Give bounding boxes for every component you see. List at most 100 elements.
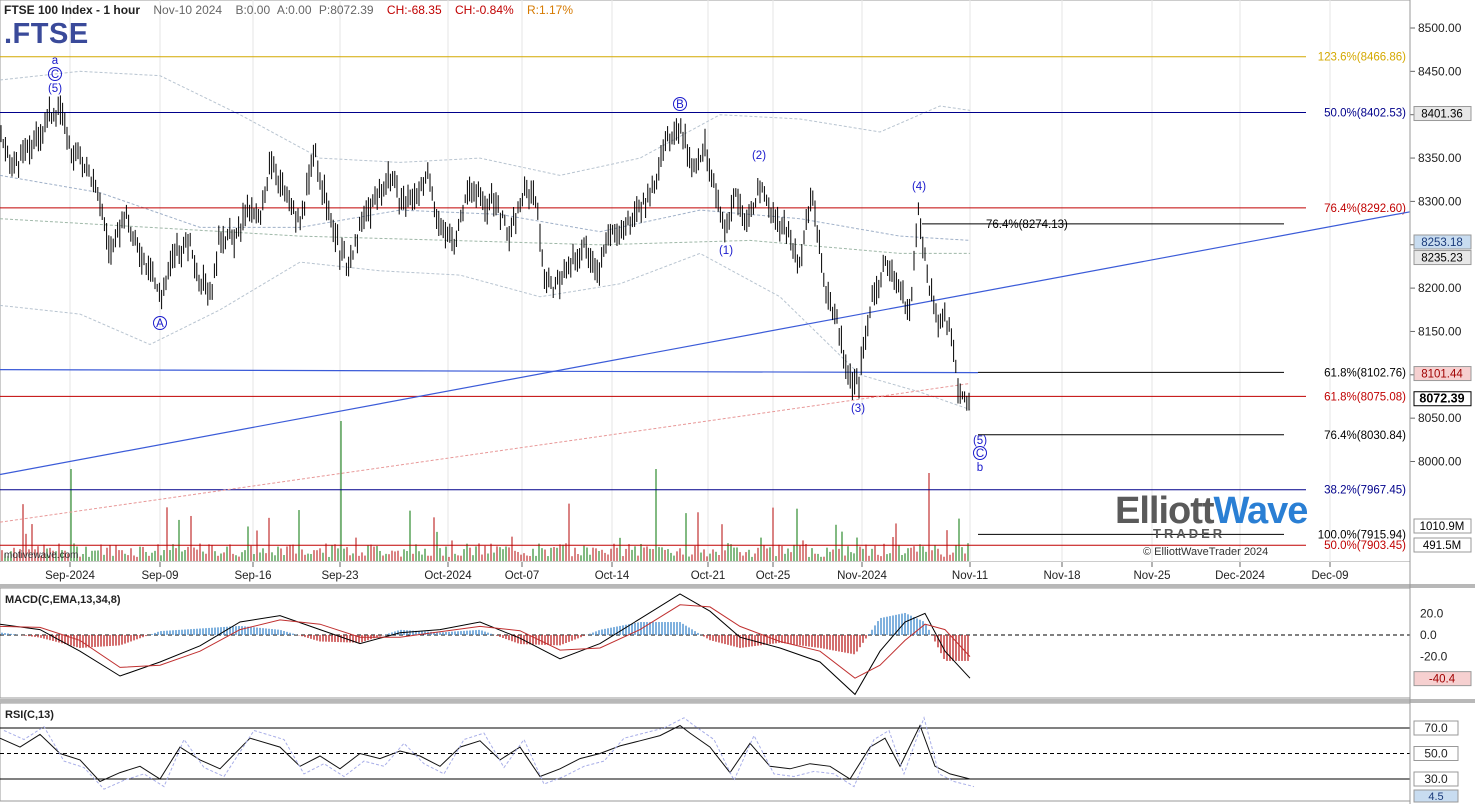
elliottwave-logo: ElliottWave TRADER © ElliottWaveTrader 2…	[1115, 486, 1309, 558]
fib-level-label: 76.4%(8030.84)	[1324, 430, 1406, 442]
panel-divider	[0, 699, 1475, 703]
x-tick-label: Nov-25	[1133, 570, 1170, 582]
watermark-text: motivewave.com	[4, 550, 79, 561]
lower-envelope-band	[0, 252, 971, 410]
panel-divider	[0, 584, 1475, 588]
macd-panel-frame	[0, 587, 1411, 699]
x-tick-label: Oct-2024	[424, 570, 472, 582]
price-tag-label: 8101.44	[1421, 369, 1463, 381]
rsi-y-tick-label: 30.0	[1424, 772, 1448, 786]
time-axis-band	[0, 562, 1475, 586]
y-tick-label: 8200.00	[1418, 281, 1462, 295]
fib-level-label: 38.2%(7967.45)	[1324, 485, 1406, 497]
logo-copyright: © ElliottWaveTrader 2024	[1143, 546, 1269, 558]
wave-label: C	[51, 69, 59, 81]
price-tag-box	[1413, 391, 1472, 407]
rsi-y-tick-label: 70.0	[1424, 721, 1448, 735]
dashed-trend-line	[0, 382, 971, 523]
logo-wordmark: ElliottWave	[1115, 490, 1309, 533]
wave-label: (1)	[719, 245, 733, 257]
volume-tag-label: 491.5M	[1423, 540, 1461, 552]
x-tick-label: Nov-2024	[837, 570, 887, 582]
wave-label: a	[52, 55, 59, 67]
header-change-pct: CH:-0.84%	[454, 3, 514, 17]
fib-level-label: 61.8%(8102.76)	[1324, 367, 1406, 379]
fib-level-label: 76.4%(8274.13)	[986, 219, 1068, 231]
x-tick-label: Nov-11	[952, 570, 988, 582]
header-ask: A:0.00	[276, 3, 312, 17]
x-tick-label: Sep-2024	[45, 570, 95, 582]
rsi-panel-title: RSI(C,13)	[5, 709, 54, 721]
x-tick-label: Nov-18	[1043, 570, 1080, 582]
rsi-tick-box	[1413, 746, 1459, 761]
wave-label-circle	[48, 67, 62, 81]
fib-level-label: 100.0%(7915.94)	[1318, 529, 1406, 541]
macd-panel-title: MACD(C,EMA,13,34,8)	[5, 594, 121, 606]
price-panel-frame	[0, 0, 1411, 563]
upper-envelope-band	[0, 70, 971, 176]
macd-line	[0, 593, 971, 696]
wave-label: B	[676, 99, 684, 111]
y-tick-label: 8150.00	[1418, 324, 1462, 338]
wave-label: (2)	[752, 150, 766, 162]
header-bid: B:0.00	[235, 3, 271, 17]
x-tick-label: Oct-25	[756, 570, 791, 582]
wave-label: (3)	[851, 403, 865, 415]
logo-word-wave: Wave	[1213, 490, 1309, 532]
wave-label-circle	[673, 97, 687, 111]
price-tag-box	[1413, 106, 1472, 122]
x-tick-label: Oct-14	[595, 570, 630, 582]
price-tag-box	[1413, 250, 1472, 266]
price-tag-box	[1413, 234, 1472, 250]
rsi-line	[0, 724, 971, 783]
rsi-panel-frame	[0, 702, 1411, 802]
price-tag-box	[1413, 366, 1472, 382]
rsi-tick-box	[1413, 720, 1459, 736]
wave-label: b	[977, 462, 983, 474]
y-tick-label: 8450.00	[1418, 64, 1462, 78]
wave-label: A	[156, 318, 164, 330]
rsi-y-tick-label: 50.0	[1424, 747, 1448, 761]
symbol-label: .FTSE	[4, 18, 89, 50]
chart-title: FTSE 100 Index - 1 hour	[4, 3, 141, 17]
header-date: Nov-10 2024	[153, 3, 223, 17]
x-tick-label: Dec-09	[1311, 570, 1348, 582]
header-range: R:1.17%	[527, 3, 574, 17]
y-tick-label: 8300.00	[1418, 194, 1462, 208]
volume-tag-label: 1010.9M	[1420, 521, 1465, 533]
y-tick-label: 8500.00	[1418, 21, 1462, 35]
fib-level-label: 50.0%(7903.45)	[1324, 540, 1406, 552]
rising-trend-line	[0, 211, 1411, 476]
macd-y-tick-label: 0.0	[1420, 628, 1437, 642]
x-tick-label: Sep-23	[321, 570, 358, 582]
price-tag-label: 8253.18	[1421, 237, 1463, 249]
y-tick-label: 8050.00	[1418, 411, 1462, 425]
wave-label: (5)	[973, 435, 987, 447]
macd-y-tick-label: -20.0	[1420, 650, 1448, 664]
x-tick-label: Sep-09	[141, 570, 178, 582]
wave-label-circle	[153, 316, 167, 330]
y-tick-label: 8000.00	[1418, 455, 1462, 469]
rsi-value-tag	[1413, 789, 1459, 803]
macd-value-label: -40.4	[1429, 674, 1456, 686]
y-tick-label: 8350.00	[1418, 151, 1462, 165]
wave-label: (5)	[48, 83, 62, 95]
wave-label: C	[976, 448, 984, 460]
x-tick-label: Sep-16	[234, 570, 271, 582]
logo-subtitle: TRADER	[1153, 526, 1226, 541]
moving-average-line	[0, 174, 971, 241]
wave-label: (4)	[912, 181, 926, 193]
wave-label-circle	[973, 446, 987, 460]
header-change: CH:-68.35	[386, 3, 442, 17]
horizontal-trend-line	[0, 368, 979, 374]
price-tag-label: 8401.36	[1421, 109, 1463, 121]
rsi-value-label: 4.5	[1428, 791, 1443, 803]
rsi-tick-box	[1413, 771, 1459, 787]
fib-level-label: 50.0%(8402.53)	[1324, 108, 1406, 120]
macd-value-tag	[1413, 671, 1472, 687]
chart-header: FTSE 100 Index - 1 hour Nov-10 2024 B:0.…	[4, 3, 583, 17]
fib-level-label: 61.8%(8075.08)	[1324, 391, 1406, 403]
x-tick-label: Oct-21	[691, 570, 726, 582]
macd-y-tick-label: 20.0	[1420, 606, 1444, 620]
